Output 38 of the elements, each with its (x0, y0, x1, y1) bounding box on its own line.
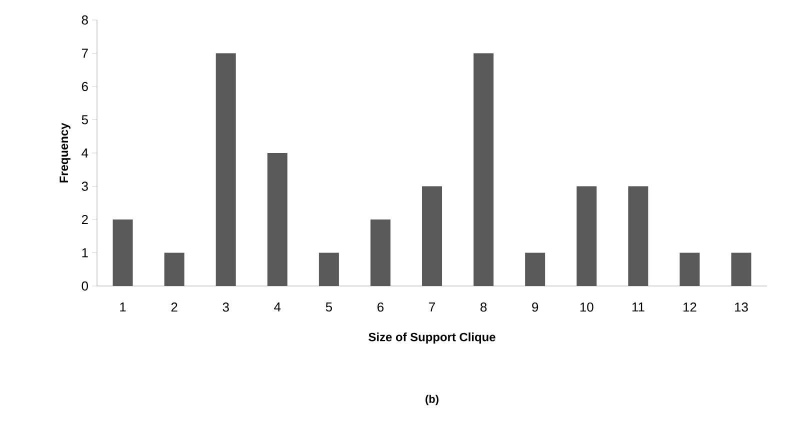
bar (216, 53, 236, 286)
x-tick-label: 1 (120, 302, 126, 312)
x-tick-label: 8 (480, 302, 487, 312)
y-tick-label: 1 (82, 248, 88, 258)
y-tick-label: 5 (82, 115, 88, 124)
x-tick-label: 13 (735, 302, 748, 312)
x-tick-label: 2 (171, 302, 178, 312)
x-tick-label: 7 (429, 302, 435, 312)
x-tick-label: 6 (378, 302, 384, 312)
bar (422, 186, 442, 286)
x-tick-label: 9 (532, 302, 538, 312)
bar (112, 219, 133, 286)
x-tick-label: 5 (326, 302, 332, 312)
bar (628, 186, 648, 286)
y-tick-label: 0 (82, 281, 88, 291)
bar (680, 252, 700, 286)
bar (474, 53, 494, 286)
x-tick-label: 10 (580, 302, 594, 312)
x-tick-label: 4 (274, 302, 281, 312)
bar (267, 152, 288, 286)
bar (318, 252, 339, 286)
bar (576, 186, 597, 286)
bar (370, 219, 390, 286)
x-tick-label: 3 (222, 302, 229, 312)
y-tick-label: 2 (82, 214, 88, 224)
y-tick-label: 4 (82, 148, 88, 158)
y-tick-label: 7 (82, 48, 88, 58)
y-tick-label: 8 (82, 15, 88, 25)
x-tick-label: 12 (683, 302, 696, 312)
x-axis-title: Size of Support Clique (368, 332, 496, 344)
bar (525, 252, 546, 286)
bar (731, 252, 752, 286)
y-tick-label: 3 (82, 182, 88, 191)
y-axis-title: Frequency (60, 122, 70, 182)
y-tick-label: 6 (82, 82, 88, 92)
text: (b) (426, 394, 438, 406)
bar (164, 252, 184, 286)
x-tick-label: 11 (632, 302, 644, 312)
